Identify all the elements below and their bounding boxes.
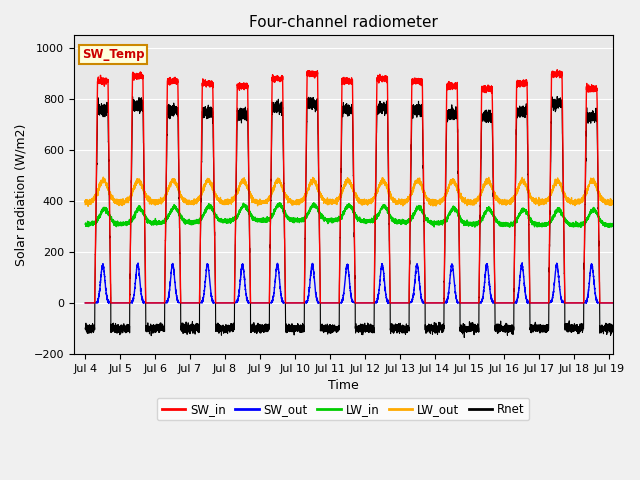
Rnet [554,94,561,99]
LW_in [241,204,248,209]
SW_out [623,262,630,268]
Rnet [623,108,630,114]
LW_out [84,204,92,209]
LW_out [81,202,89,207]
LW_out [145,199,153,204]
SW_out [526,300,534,306]
X-axis label: Time: Time [328,379,358,392]
Rnet [540,326,547,332]
LW_in [288,216,296,222]
LW_out [99,174,107,180]
Title: Four-channel radiometer: Four-channel radiometer [249,15,438,30]
LW_in [81,221,89,227]
LW_out [623,177,630,183]
Line: LW_in: LW_in [85,203,627,228]
SW_in [241,84,248,90]
Rnet [81,325,89,331]
SW_out [288,300,296,306]
SW_out [518,260,526,265]
SW_out [540,300,547,306]
Line: LW_out: LW_out [85,177,627,206]
SW_in [81,300,89,306]
Text: SW_Temp: SW_Temp [82,48,145,61]
Legend: SW_in, SW_out, LW_in, LW_out, Rnet: SW_in, SW_out, LW_in, LW_out, Rnet [157,398,529,420]
Y-axis label: Solar radiation (W/m2): Solar radiation (W/m2) [15,123,28,266]
SW_out [490,300,498,306]
Rnet [526,300,534,306]
Line: Rnet: Rnet [85,96,627,337]
SW_in [288,300,296,306]
SW_in [540,300,547,306]
Line: SW_out: SW_out [85,263,627,303]
SW_out [241,277,248,283]
LW_out [491,192,499,197]
Rnet [460,335,468,340]
Rnet [241,110,248,116]
LW_in [145,218,153,224]
LW_out [540,200,547,206]
SW_out [145,300,153,306]
Line: SW_in: SW_in [85,70,627,303]
LW_in [310,200,317,205]
SW_out [81,300,89,306]
SW_in [526,290,534,296]
SW_in [623,80,630,85]
SW_in [490,254,498,260]
LW_in [491,214,499,219]
Rnet [491,264,499,270]
LW_out [241,178,248,183]
LW_in [623,208,630,214]
LW_in [526,216,534,221]
LW_in [605,225,613,230]
LW_out [526,195,534,201]
SW_in [554,67,561,72]
Rnet [145,325,153,331]
LW_in [540,221,547,227]
SW_in [145,300,153,306]
LW_out [288,200,296,205]
Rnet [288,326,296,332]
